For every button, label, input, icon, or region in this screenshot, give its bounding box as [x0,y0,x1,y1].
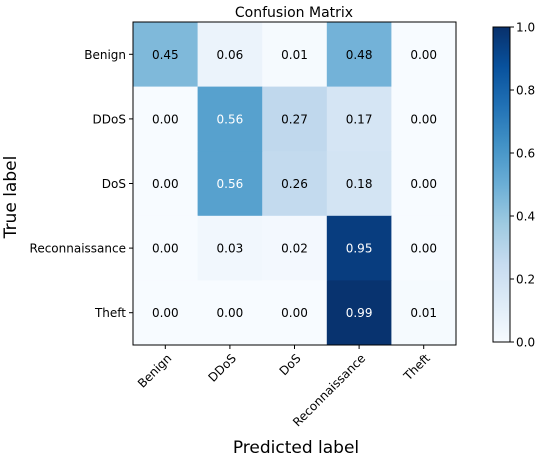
cell-value-label: 0.03 [217,242,244,256]
heatmap-cell [262,215,328,281]
heatmap-cell [133,86,199,152]
heatmap-cell [197,280,263,346]
heatmap-cell [326,280,392,346]
heatmap-cell [133,151,199,217]
cell-value-label: 0.95 [346,242,373,256]
cell-value-label: 0.00 [152,112,179,126]
cell-value-label: 0.01 [410,306,437,320]
cell-value-label: 0.99 [346,306,373,320]
colorbar-tick-label: 0.0 [516,336,535,350]
heatmap-cell [326,22,392,88]
heatmap-cells: 0.45 0.06 0.01 0.48 0.00 0.00 0.56 0.27 0.17 0.00… [133,22,457,346]
heatmap-cell [262,280,328,346]
cell-value-label: 0.48 [346,48,373,62]
cell-value-label: 0.45 [152,48,179,62]
x-tick-label: DoS [277,351,304,378]
heatmap-cell [133,22,199,88]
cell-value-label: 0.17 [346,112,373,126]
y-tick-label: Theft [94,306,126,320]
heatmap-cell [391,280,457,346]
cell-value-label: 0.06 [217,48,244,62]
colorbar: 0.0 0.2 0.4 0.6 0.8 1.0 [492,21,535,350]
heatmap-cell [133,280,199,346]
colorbar-gradient [492,26,511,343]
x-tick-label: Reconnaissance [290,351,368,429]
heatmap-cell [326,86,392,152]
cell-value-label: 0.00 [152,306,179,320]
x-tick-label: Theft [400,351,433,384]
cell-value-label: 0.27 [281,112,308,126]
heatmap-cell [391,215,457,281]
heatmap-cell [326,215,392,281]
cell-value-label: 0.18 [346,177,373,191]
colorbar-tick-label: 1.0 [516,21,535,35]
heatmap-cell [197,86,263,152]
colorbar-tick-label: 0.2 [516,273,535,287]
cell-value-label: 0.00 [410,242,437,256]
x-tick-label: DDoS [205,351,239,385]
heatmap-cell [391,86,457,152]
heatmap-cell [197,151,263,217]
cell-value-label: 0.00 [410,177,437,191]
cell-value-label: 0.02 [281,242,308,256]
y-tick-label: DoS [102,177,126,191]
heatmap-cell [391,22,457,88]
y-tick-label: DDoS [93,112,126,126]
colorbar-tick-group: 0.0 0.2 0.4 0.6 0.8 1.0 [510,21,535,350]
cell-value-label: 0.00 [152,177,179,191]
cell-value-label: 0.00 [410,112,437,126]
heatmap-cell [262,86,328,152]
colorbar-tick-label: 0.4 [516,210,535,224]
heatmap-cell [133,215,199,281]
colorbar-tick-label: 0.8 [516,84,535,98]
cell-value-label: 0.00 [152,242,179,256]
y-axis-label: True label [1,156,21,240]
heatmap-cell [197,215,263,281]
cell-value-label: 0.01 [281,48,308,62]
y-tick-group: Benign DDoS DoS Reconnaissance Theft [30,48,133,320]
colorbar-tick-label: 0.6 [516,147,535,161]
x-axis-label: Predicted label [233,438,359,456]
heatmap-cell [262,22,328,88]
heatmap-cell [197,22,263,88]
cell-value-label: 0.00 [281,306,308,320]
y-tick-label: Benign [84,48,126,62]
y-tick-label: Reconnaissance [30,242,126,256]
cell-value-label: 0.26 [281,177,308,191]
chart-title: Confusion Matrix [235,5,353,21]
cell-value-label: 0.00 [217,306,244,320]
cell-value-label: 0.56 [217,112,244,126]
cell-value-label: 0.00 [410,48,437,62]
heatmap-cell [326,151,392,217]
x-tick-label: Benign [135,351,174,390]
heatmap-cell [262,151,328,217]
heatmap-cell [391,151,457,217]
cell-value-label: 0.56 [217,177,244,191]
